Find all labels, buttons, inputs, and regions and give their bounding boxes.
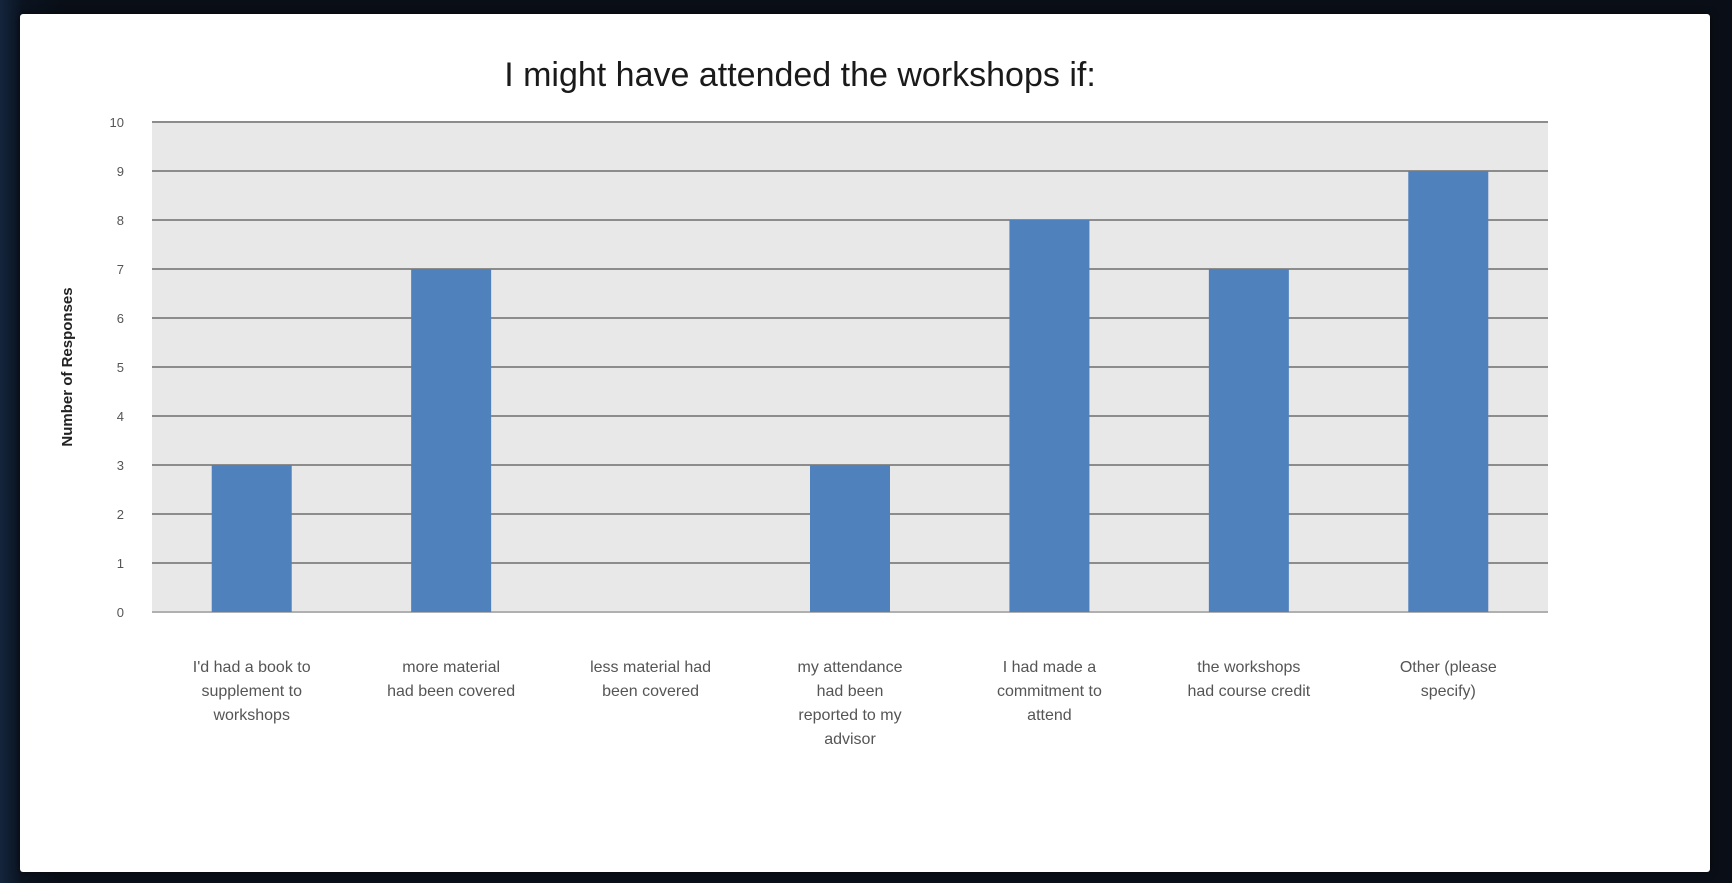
y-tick-label: 10 xyxy=(110,115,124,130)
y-tick-label: 5 xyxy=(117,360,124,375)
x-tick-label: I'd had a book to supplement to workshops xyxy=(193,659,311,724)
chart-card: I might have attended the workshops if: … xyxy=(20,14,1710,872)
y-tick-label: 9 xyxy=(117,164,124,179)
y-tick-label: 8 xyxy=(117,213,124,228)
y-tick-label: 6 xyxy=(117,311,124,326)
bars xyxy=(211,171,1489,612)
y-tick-label: 0 xyxy=(117,605,124,620)
y-tick-label: 3 xyxy=(117,458,124,473)
bar xyxy=(810,465,890,612)
x-tick-label: less material had been covered xyxy=(590,659,711,700)
bar xyxy=(211,465,292,612)
bar xyxy=(1208,269,1289,612)
x-tick-label: I had made a commitment to attend xyxy=(997,659,1102,724)
bar xyxy=(1408,171,1489,612)
y-tick-label: 2 xyxy=(117,507,124,522)
y-tick-label: 1 xyxy=(117,556,124,571)
x-tick-label: my attendance had been reported to my advis… xyxy=(798,659,903,748)
y-axis-ticks: 0 1 2 3 4 5 6 7 8 9 10 xyxy=(110,115,124,620)
chart-title: I might have attended the workshops if: xyxy=(504,56,1096,94)
bar-chart: I might have attended the workshops if: … xyxy=(59,56,1548,748)
y-axis-label: Number of Responses xyxy=(59,287,76,446)
x-axis-labels: I'd had a book to supplement to workshops m… xyxy=(193,659,1497,748)
x-tick-label: Other (please specify) xyxy=(1400,659,1497,700)
bar xyxy=(1009,220,1090,612)
bar xyxy=(411,269,492,612)
y-tick-label: 4 xyxy=(117,409,124,424)
x-tick-label: more material had been covered xyxy=(387,659,515,700)
x-tick-label: the workshops had course credit xyxy=(1187,659,1310,700)
y-tick-label: 7 xyxy=(117,262,124,277)
